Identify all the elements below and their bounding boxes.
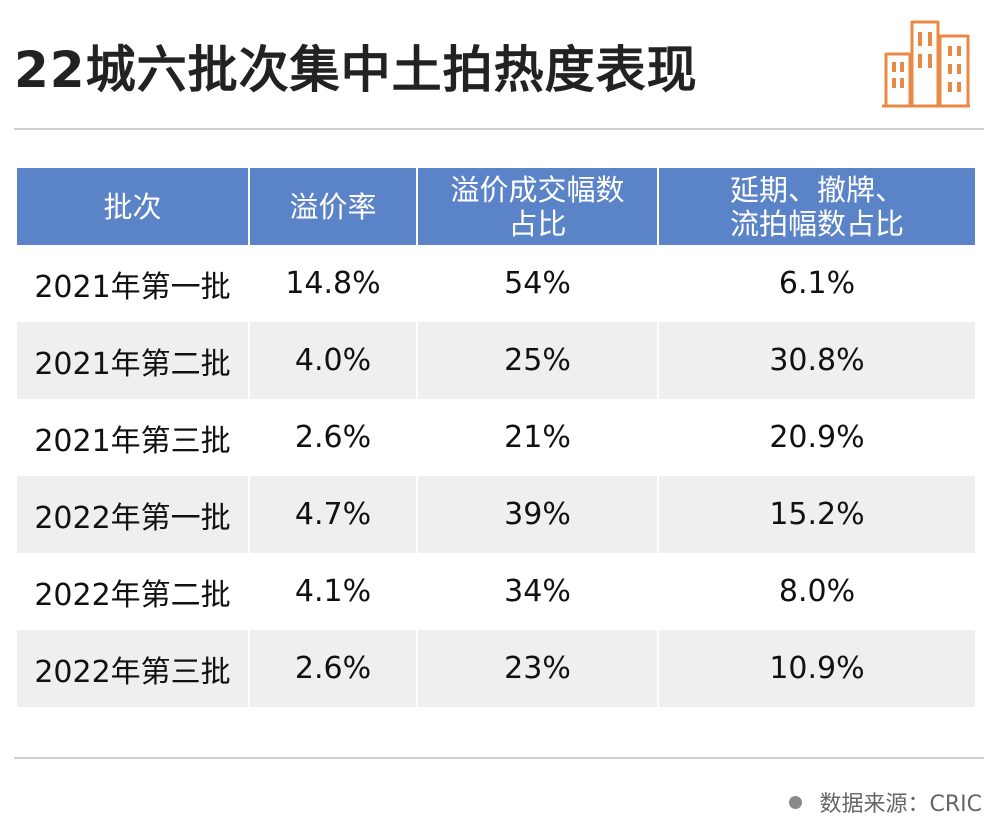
page-title: 22城六批次集中土拍热度表现 bbox=[14, 41, 698, 99]
bottom-divider bbox=[14, 757, 984, 759]
column-header-text: 占比 bbox=[508, 206, 567, 241]
table-body: 2021年第一批 14.8% 54% 6.1% 2021年第二批 4.0% 25% 30.8%… bbox=[17, 245, 975, 707]
table-cell: 30.8% bbox=[657, 322, 975, 399]
table-cell: 10.9% bbox=[657, 630, 975, 707]
table-cell: 2021年第一批 bbox=[17, 245, 249, 322]
table-cell: 6.1% bbox=[657, 245, 975, 322]
column-header: 溢价率 bbox=[248, 168, 417, 245]
table-cell: 39% bbox=[416, 476, 658, 553]
column-header-text: 流拍幅数占比 bbox=[729, 206, 904, 241]
table-cell: 2022年第三批 bbox=[17, 630, 249, 707]
table-row: 2021年第二批 4.0% 25% 30.8% bbox=[17, 322, 975, 399]
table-cell: 4.1% bbox=[248, 553, 417, 630]
source-note: 数据来源：CRIC bbox=[788, 786, 983, 818]
column-header-text: 溢价率 bbox=[289, 189, 377, 224]
table-cell: 2021年第三批 bbox=[17, 399, 249, 476]
table-cell: 54% bbox=[416, 245, 658, 322]
column-header-text: 溢价成交幅数 bbox=[450, 172, 625, 207]
column-header-text: 批次 bbox=[103, 189, 162, 224]
table-cell: 21% bbox=[416, 399, 658, 476]
table-row: 2022年第三批 2.6% 23% 10.9% bbox=[17, 630, 975, 707]
table-cell: 2.6% bbox=[248, 630, 417, 707]
table-cell: 15.2% bbox=[657, 476, 975, 553]
table-cell: 2022年第二批 bbox=[17, 553, 249, 630]
table-cell: 20.9% bbox=[657, 399, 975, 476]
table-row: 2021年第三批 2.6% 21% 20.9% bbox=[17, 399, 975, 476]
buildings-icon bbox=[882, 20, 970, 108]
column-header-text: 延期、撤牌、 bbox=[729, 172, 904, 207]
top-divider bbox=[14, 128, 984, 130]
table-header-row: 批次 溢价率 溢价成交幅数 占比 延期、撤牌、 流拍幅数占比 bbox=[17, 168, 975, 245]
column-header: 延期、撤牌、 流拍幅数占比 bbox=[657, 168, 975, 245]
table-cell: 4.0% bbox=[248, 322, 417, 399]
table-cell: 8.0% bbox=[657, 553, 975, 630]
column-header: 批次 bbox=[17, 168, 249, 245]
table-cell: 2022年第一批 bbox=[17, 476, 249, 553]
table-cell: 34% bbox=[416, 553, 658, 630]
column-header: 溢价成交幅数 占比 bbox=[416, 168, 658, 245]
bullet-icon bbox=[788, 796, 802, 809]
table-cell: 2021年第二批 bbox=[17, 322, 249, 399]
table-row: 2022年第一批 4.7% 39% 15.2% bbox=[17, 476, 975, 553]
table-cell: 14.8% bbox=[248, 245, 417, 322]
table-cell: 4.7% bbox=[248, 476, 417, 553]
data-table: 批次 溢价率 溢价成交幅数 占比 延期、撤牌、 流拍幅数占比 2021年第一批 14.8% 5… bbox=[17, 168, 975, 707]
source-text: 数据来源：CRIC bbox=[819, 792, 983, 817]
table-cell: 23% bbox=[416, 630, 658, 707]
table-cell: 2.6% bbox=[248, 399, 417, 476]
table-row: 2021年第一批 14.8% 54% 6.1% bbox=[17, 245, 975, 322]
table-row: 2022年第二批 4.1% 34% 8.0% bbox=[17, 553, 975, 630]
table-cell: 25% bbox=[416, 322, 658, 399]
